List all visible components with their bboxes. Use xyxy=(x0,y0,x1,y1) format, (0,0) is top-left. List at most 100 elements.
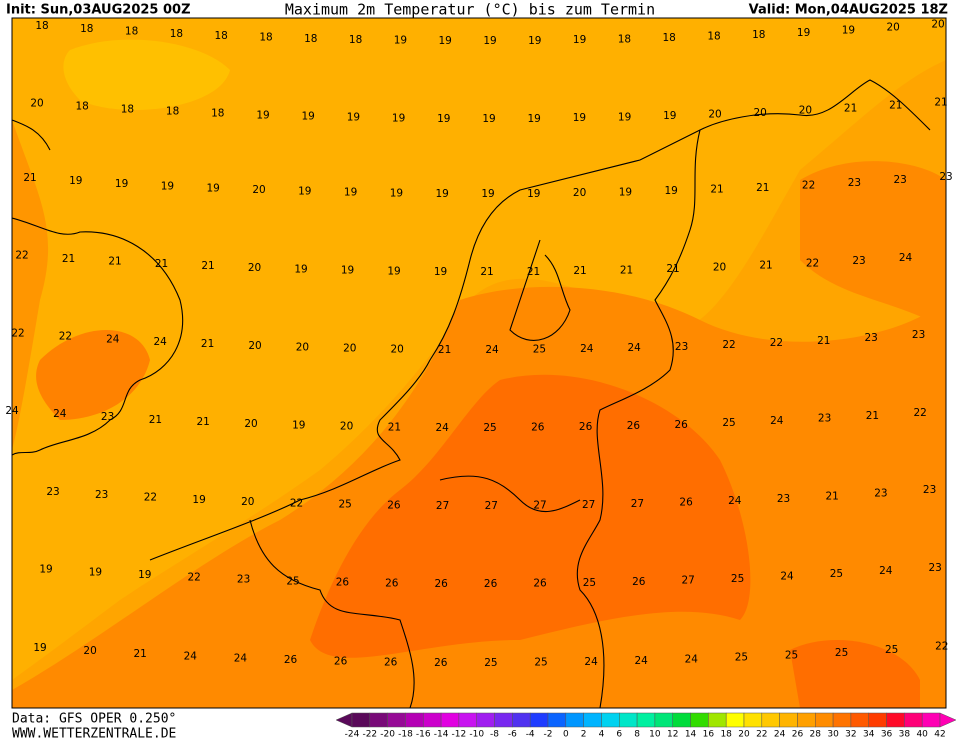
temperature-label: 23 xyxy=(675,341,688,353)
temperature-label: 26 xyxy=(384,656,398,668)
colorbar-box xyxy=(351,712,371,728)
temperature-label: 20 xyxy=(340,421,353,433)
lake-shore xyxy=(509,239,571,341)
colorbar-arrow xyxy=(939,712,957,728)
temperature-label: 20 xyxy=(252,184,265,196)
temperature-label: 21 xyxy=(438,344,451,356)
temperature-label: 18 xyxy=(125,26,138,38)
temperature-label: 20 xyxy=(391,343,404,355)
temperature-label: 25 xyxy=(722,417,735,429)
temperature-label: 22 xyxy=(59,331,72,343)
temperature-label: 27 xyxy=(436,500,449,512)
colorbar-label: 16 xyxy=(703,730,715,740)
temperature-label: 20 xyxy=(754,107,767,119)
temperature-label: 26 xyxy=(284,654,298,666)
temperature-label: 22 xyxy=(722,339,735,351)
temperature-label: 22 xyxy=(914,407,927,419)
temperature-label: 19 xyxy=(573,34,586,46)
temperature-label: 27 xyxy=(485,500,498,512)
colorbar-label: 14 xyxy=(685,730,697,740)
colorbar-box xyxy=(387,712,406,728)
colorbar-label: 28 xyxy=(810,730,822,740)
temperature-label: 20 xyxy=(799,105,812,117)
colorbar-box xyxy=(743,712,763,728)
colorbar-label: 30 xyxy=(827,730,839,740)
temperature-label: 21 xyxy=(934,96,947,108)
colorbar-label: 6 xyxy=(616,730,622,740)
temperature-label: 19 xyxy=(390,187,403,199)
temperature-label: 21 xyxy=(201,338,214,350)
colorbar-box xyxy=(886,712,905,728)
temperature-label: 21 xyxy=(756,182,769,194)
temperature-label: 23 xyxy=(237,574,250,586)
temperature-label: 19 xyxy=(797,27,810,39)
temperature-label: 19 xyxy=(298,186,311,198)
temperature-label: 26 xyxy=(435,578,449,590)
temperature-label: 20 xyxy=(713,262,726,274)
temperature-label: 22 xyxy=(11,327,24,339)
colorbar-label: -22 xyxy=(362,730,377,740)
colorbar-label: -8 xyxy=(490,730,499,740)
temperature-label: 24 xyxy=(106,333,120,345)
colorbar-label: -20 xyxy=(380,730,395,740)
temperature-label: 19 xyxy=(528,113,541,125)
colorbar-label: 12 xyxy=(667,730,678,740)
temperature-label: 26 xyxy=(531,422,545,434)
colorbar-box xyxy=(654,712,673,728)
colorbar-box xyxy=(369,712,388,728)
temperature-label: 23 xyxy=(923,484,936,496)
temperature-label: 26 xyxy=(484,578,498,590)
temperature-label: 24 xyxy=(635,655,649,667)
colorbar-label: 38 xyxy=(899,730,911,740)
colorbar-label: 32 xyxy=(845,730,856,740)
temperature-label: 19 xyxy=(138,569,151,581)
temperature-label: 25 xyxy=(731,573,744,585)
temperature-label: 23 xyxy=(95,489,108,501)
colorbar-box xyxy=(565,712,584,728)
colorbar-box xyxy=(761,712,780,728)
temperature-label: 21 xyxy=(844,102,857,114)
temperature-label: 19 xyxy=(33,642,46,654)
temperature-label: 24 xyxy=(436,422,450,434)
temperature-label: 20 xyxy=(30,98,43,110)
colorbar-box xyxy=(476,712,495,728)
temperature-label: 22 xyxy=(290,497,303,509)
colorbar-label: 0 xyxy=(563,730,569,740)
temperature-label: 18 xyxy=(121,103,134,115)
temperature-label: 25 xyxy=(533,344,546,356)
temperature-label: 19 xyxy=(392,112,405,124)
temperature-label: 24 xyxy=(728,495,742,507)
temperature-label: 26 xyxy=(385,577,399,589)
temperature-label: 21 xyxy=(62,253,75,265)
colorbar-label: -6 xyxy=(508,730,517,740)
temperature-label: 22 xyxy=(806,257,819,269)
temperature-label: 21 xyxy=(710,184,723,196)
coastline xyxy=(149,79,931,561)
temperature-label: 24 xyxy=(899,252,913,264)
temperature-label: 24 xyxy=(184,650,198,662)
colorbar-label: 36 xyxy=(881,730,893,740)
temperature-label: 24 xyxy=(485,344,499,356)
valid-time: Valid: Mon,04AUG2025 18Z xyxy=(749,3,948,18)
colorbar-label: -24 xyxy=(345,730,360,740)
colorbar-label: 10 xyxy=(649,730,661,740)
temperature-label: 18 xyxy=(707,31,720,43)
temperature-label: 26 xyxy=(434,657,448,669)
temperature-label: 27 xyxy=(631,498,644,510)
colorbar-label: -4 xyxy=(526,730,535,740)
colorbar-box xyxy=(405,712,424,728)
temperature-label: 20 xyxy=(296,342,309,354)
temperature-label: 23 xyxy=(46,486,59,498)
temperature-label: 18 xyxy=(663,32,676,44)
temperature-label: 24 xyxy=(5,405,19,417)
colorbar-label: -10 xyxy=(469,730,484,740)
colorbar-box xyxy=(601,712,620,728)
temperature-label: 18 xyxy=(752,29,765,41)
coastline xyxy=(12,119,51,151)
temperature-label: 19 xyxy=(665,185,678,197)
temperature-label: 25 xyxy=(286,575,299,587)
colorbar-box xyxy=(779,712,798,728)
colorbar-box xyxy=(458,712,477,728)
temperature-label: 27 xyxy=(682,575,695,587)
